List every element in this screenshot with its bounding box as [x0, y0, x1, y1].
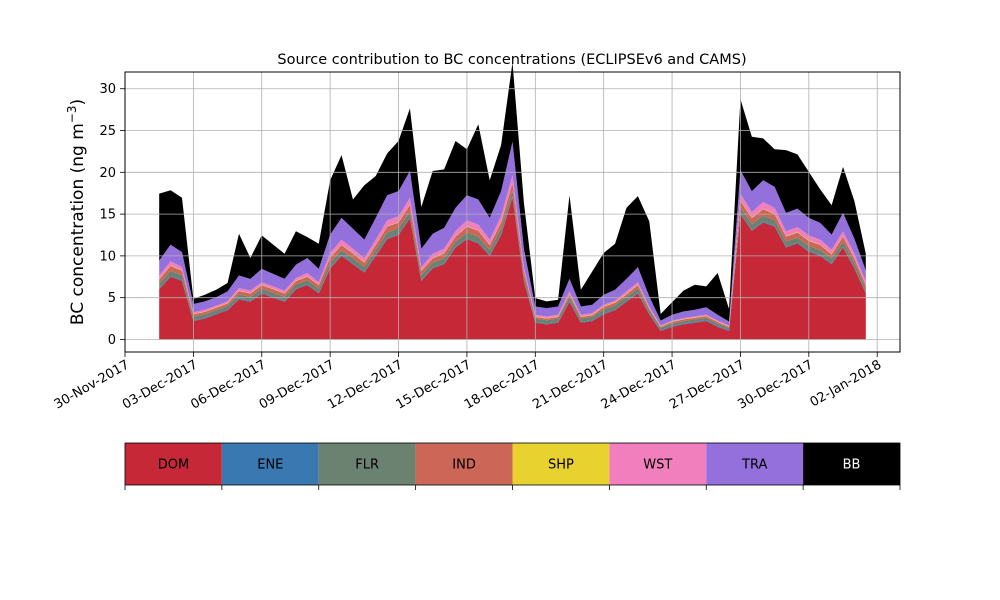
y-axis: 0 5 10 15 20 25 30 [99, 82, 125, 348]
x-tick-label: 21-Dec-2017 [530, 357, 610, 412]
x-tick-label: 24-Dec-2017 [599, 357, 679, 412]
legend-label-shp: SHP [548, 458, 574, 473]
x-tick-label: 09-Dec-2017 [257, 357, 337, 412]
legend-swatch-flr [318, 443, 416, 485]
y-tick-label: 10 [99, 249, 116, 264]
y-tick-label: 30 [99, 82, 116, 97]
legend-swatch-tra [706, 443, 804, 485]
area-bb [159, 62, 866, 322]
legend-label-ind: IND [452, 458, 476, 473]
x-tick-label: 06-Dec-2017 [188, 357, 268, 412]
legend-swatch-shp [512, 443, 610, 485]
y-axis-label: BC concentration (ng m−3) [65, 99, 88, 325]
x-tick-label: 15-Dec-2017 [394, 357, 474, 412]
y-tick-label: 15 [99, 208, 116, 223]
plot-area [124, 62, 901, 353]
legend-swatch-ind [415, 443, 513, 485]
legend-label-tra: TRA [741, 458, 767, 473]
x-tick-label: 12-Dec-2017 [325, 357, 405, 412]
legend-label-bb: BB [843, 458, 861, 473]
y-tick-label: 25 [99, 124, 116, 139]
x-tick-label: 02-Jan-2018 [808, 357, 885, 410]
x-tick-label: 03-Dec-2017 [120, 357, 200, 412]
x-tick-label: 18-Dec-2017 [462, 357, 542, 412]
x-axis: 30-Nov-201703-Dec-201706-Dec-201709-Dec-… [52, 352, 884, 413]
y-tick-label: 5 [108, 291, 116, 306]
legend-swatch-wst [609, 443, 707, 485]
legend-swatch-ene [221, 443, 319, 485]
area-dom [159, 197, 866, 340]
legend: DOM ENE FLR IND SHP WST TRA BB [124, 442, 901, 490]
legend-label-ene: ENE [257, 458, 283, 473]
y-tick-label: 0 [108, 333, 116, 348]
legend-label-flr: FLR [355, 458, 379, 473]
legend-label-dom: DOM [158, 458, 189, 473]
plot-frame [124, 71, 901, 353]
x-tick-label: 30-Dec-2017 [735, 357, 815, 412]
legend-swatch-bb [803, 443, 900, 485]
legend-label-wst: WST [643, 458, 672, 473]
chart-title: Source contribution to BC concentrations… [277, 52, 746, 68]
x-tick-label: 27-Dec-2017 [667, 357, 747, 412]
x-tick-label: 30-Nov-2017 [52, 357, 132, 412]
stacked-areas [159, 62, 866, 340]
y-tick-label: 20 [99, 166, 116, 181]
legend-swatch-dom [125, 443, 222, 485]
